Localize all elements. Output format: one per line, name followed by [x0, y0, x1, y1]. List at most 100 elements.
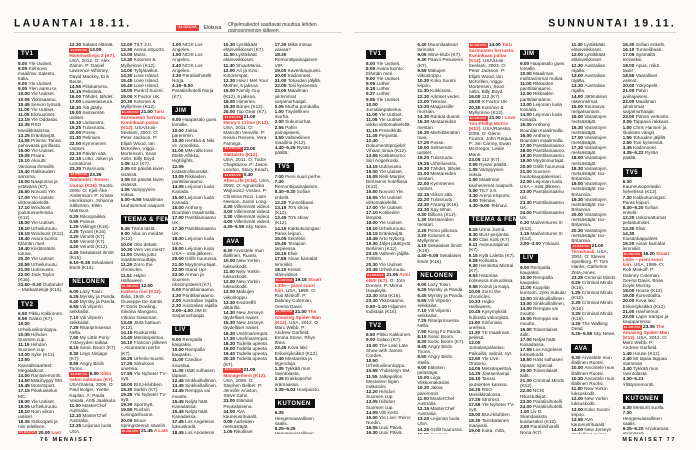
entry-time: 8.05	[366, 65, 377, 71]
entry-title: Metsänpeittoa.	[481, 366, 513, 372]
entry-time: 1.00	[622, 124, 634, 130]
entry-time: 18.00	[120, 88, 134, 94]
entry-title: Madventures III (K12).	[519, 230, 563, 241]
listing-entry: 8.45 Tämä tästä.	[121, 226, 168, 231]
listing-entry: 13.25 Leijonan luola USA.	[69, 423, 116, 433]
entry-title: Tosi kyseessä.	[633, 139, 664, 145]
listing-entry: 19.00 Varastojen metsästäjät: Iso-Britan…	[571, 181, 618, 196]
entry-title: Kiehtova maailma: Salento, Italia.	[18, 65, 56, 81]
entry-time: 19.00	[274, 67, 288, 73]
entry-title: Pieni suuri perhe.	[285, 173, 322, 179]
entry-title: Leijonan luola Kanada.	[519, 101, 562, 112]
entry-title: Luther.	[376, 81, 391, 87]
entry-title: Panttilainaamo.	[533, 148, 566, 154]
listing-entry: 3.30 Arena eSports.	[469, 193, 516, 198]
entry-time: 14.30	[417, 114, 431, 120]
listing-entry: 22.00 Leijonan luola USA – mitä jälkeen.	[520, 179, 567, 189]
movie-title: Taru Sormusten herrasta: Kuninkaan paluu…	[468, 42, 515, 64]
entry-title: Candice sisustaa.	[171, 357, 202, 368]
entry-time: 8.00	[366, 60, 377, 66]
entry-time: 6.50	[366, 332, 377, 338]
entry-title: Galaxi (K7).	[376, 337, 402, 343]
entry-time: 6.30	[622, 179, 632, 185]
entry-time: 13.25	[18, 132, 32, 138]
listing-entry: 18.30 Tanskalainen maajussi.	[469, 418, 516, 428]
entry-time: 10.00	[171, 127, 186, 133]
listing-entry: 0.30 Billions (K12).	[417, 212, 464, 217]
listing-entry: 16.00 Anthony Bourdain maailmalla.	[520, 133, 567, 143]
listing-entry: 16.00 Varastojen metsästäjät.	[571, 114, 618, 124]
entry-time: 17.00	[571, 134, 585, 140]
entry-time: 21.05	[386, 271, 400, 277]
entry-title: Criminal Minds (K12).	[571, 290, 613, 301]
entry-title: Makujen viikonloppu.	[417, 67, 446, 78]
listing-entry: 12.05 Katastrofisuosikit.	[172, 164, 219, 174]
entry-time: 18.00	[571, 155, 585, 161]
listing-entry: 7.10 Vili Vilperin seikkailut.	[69, 315, 116, 325]
listing-entry: 23.00 Elämäni Peukaloisena.	[223, 398, 270, 408]
entry-time: 9.55	[417, 67, 428, 73]
entry-time: 4.30–5.00	[468, 203, 491, 209]
entry-time: 10.00	[223, 258, 237, 264]
listing-entry: 7.25 Ritariprinsessa Nella.	[417, 318, 464, 328]
listing-entry: 11.00 New Yorkin luksuskodit.	[223, 269, 270, 279]
entry-time: 19.00	[223, 346, 237, 352]
listing-entry: 8.59 Galaxi (K7).	[18, 316, 65, 321]
entry-time: 12.30	[69, 42, 83, 47]
entry-title: Yle Uutiset.	[31, 220, 56, 226]
listing-entry: 3.35–5.03 Huvipuisto.	[275, 387, 322, 392]
listing-entry: 18.55 Vaaralliset vaimot.	[623, 73, 670, 83]
listing-entry: 13.25 Eränkävijät.	[18, 133, 65, 138]
entry-time: 0.30	[519, 220, 531, 226]
entry-title: Salatut elämät.	[82, 42, 114, 47]
entry-title: Mestareiden mestari.	[417, 119, 457, 130]
listing-entry: 15.45 Love Island.	[121, 78, 168, 83]
entry-time: 11.51	[120, 272, 134, 278]
channel-header-nelonen: NELONEN	[417, 271, 458, 281]
listing-entry: 22.00 Kymmenen Uutiset.	[69, 141, 116, 151]
entry-time: 17.25	[120, 360, 134, 366]
entry-title: NCIS Rikostutkijat.	[519, 388, 547, 399]
movie-title: Terminaali.	[571, 248, 596, 254]
movie-badge: ELOKUVA	[69, 47, 89, 53]
listing-entry: 22.05 Tosi kyseessä.	[275, 83, 322, 88]
listing-entry: 20.00 Bruce Springsteenin sävelin.	[121, 418, 168, 428]
entry-time: 3.20	[69, 234, 80, 240]
entry-title: New Jerseyn täydelliset naiset.	[571, 427, 612, 434]
entry-title: Yle Uutiset.	[379, 168, 404, 174]
listing-entry: 10.00 Urheiluviikonloppu.	[18, 321, 65, 331]
entry-title: Täydellinen murha.	[274, 109, 310, 120]
listing-entry: 11.29 Zorro the chronicles.	[121, 262, 168, 272]
entry-time: 13.00	[417, 98, 431, 104]
entry-title: Henkka & Niki vs. Amerikka.	[171, 137, 215, 148]
entry-time: 10.00	[18, 321, 30, 327]
listing-entry: 9.30 Arvostele mun illallinen Ruotsi.	[571, 355, 618, 365]
entry-title: Varastojen metsästäjät.	[571, 114, 607, 125]
listing-entry: 19.40 Todella upeeta.	[223, 351, 270, 356]
entry-time: 11.45	[366, 132, 379, 138]
entry-time: 20.00	[171, 256, 186, 262]
listing-entry: 2.05 60 päivää kiven sisässä.	[121, 166, 168, 176]
entry-title: Panttilainaamo.	[533, 143, 566, 148]
entry-title: Vampyyrien sukua.	[468, 167, 504, 178]
listing-entry: 18.00 X Factor UK.	[469, 99, 516, 104]
entry-title: New Yorkin luksuskodit.	[223, 268, 260, 279]
listing-entry: 4.00 Villeimmät videot.	[223, 219, 270, 224]
listing-entry: 18.30 Panttilainaamo.	[520, 153, 567, 158]
entry-title: Jalkapallon Mestarien liigan makasiini.	[366, 373, 403, 389]
entry-title: Yle Uutiset.	[376, 75, 401, 81]
entry-title: Aika on meidän (K12).	[120, 231, 164, 242]
entry-title: Kuka, mitä, milloin.	[469, 427, 506, 434]
entry-time: 2.40	[622, 355, 634, 361]
entry-title: Kymmenen Uutiset.	[417, 181, 455, 192]
movie-title: Hammaskeiju 2 (K7).	[69, 52, 116, 58]
listing-entry: 2.35 Erakkoperhe erämaassa.	[275, 376, 322, 386]
listing-entry: 12.00 Sinkkuillallinen.	[520, 296, 567, 301]
entry-title: Todella upeeta.	[236, 340, 269, 346]
listing-entry: 12.30 Arena eSports.	[121, 47, 168, 52]
listing-entry: 16.00 Tähdet, tähdet.	[69, 94, 116, 99]
listing-entry: 18.00 BUU-klubben.	[121, 382, 168, 387]
entry-title: Yle Uutiset.	[379, 220, 404, 226]
entry-title: ShowMania.	[236, 62, 262, 68]
entry-title: Zorro the chronicles.	[468, 288, 501, 299]
